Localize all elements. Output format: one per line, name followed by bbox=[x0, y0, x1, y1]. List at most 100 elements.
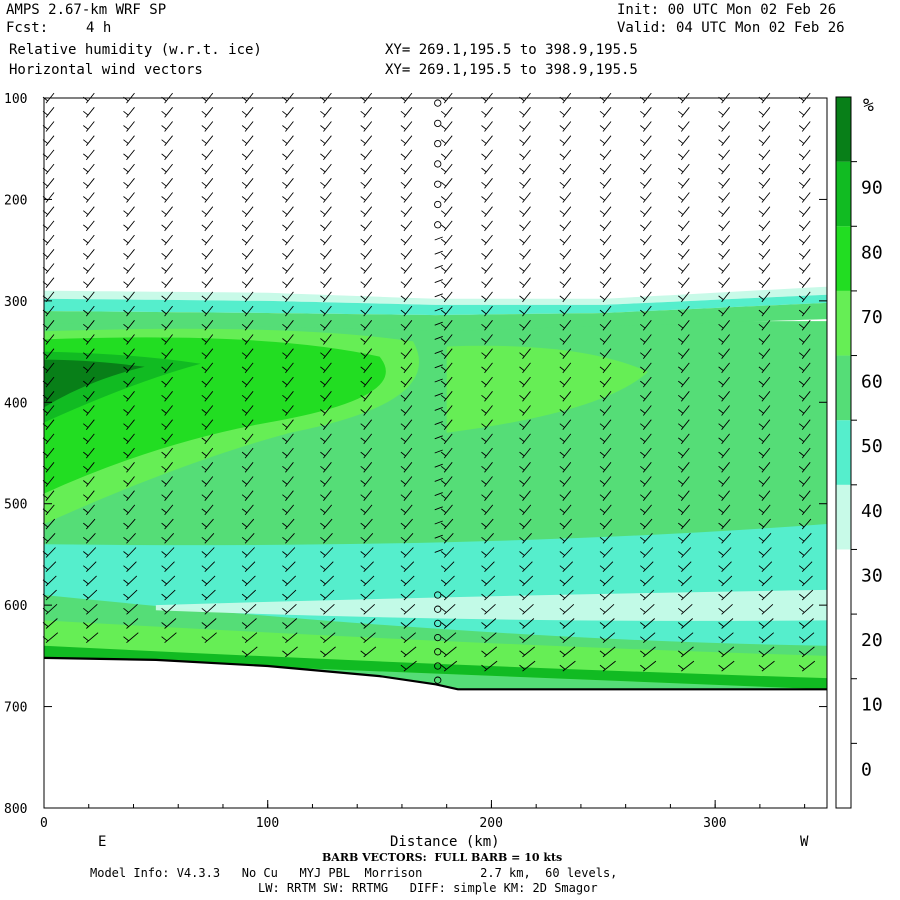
wind-barb bbox=[201, 433, 214, 445]
wind-barb bbox=[481, 476, 493, 487]
wind-barb bbox=[320, 589, 335, 601]
light-wind-barb bbox=[434, 392, 443, 397]
x-end-label-right: W bbox=[800, 834, 809, 850]
wind-barb bbox=[360, 107, 373, 118]
wind-barb bbox=[83, 192, 95, 203]
wind-barb bbox=[83, 490, 95, 501]
wind-barb bbox=[360, 462, 373, 473]
wind-barb bbox=[519, 433, 531, 445]
wind-barb bbox=[599, 518, 613, 530]
wind-barb bbox=[282, 419, 294, 430]
wind-barb bbox=[83, 334, 95, 345]
wind-barb bbox=[599, 220, 612, 232]
calm-wind-marker bbox=[434, 648, 442, 656]
colorbar-level-label: 90 bbox=[861, 178, 883, 199]
colorbar-level-label: 60 bbox=[861, 372, 883, 393]
wind-barb bbox=[83, 575, 97, 587]
wind-barb bbox=[640, 561, 654, 573]
wind-barb bbox=[678, 561, 692, 573]
wind-barb bbox=[640, 320, 652, 331]
wind-barb bbox=[678, 419, 690, 430]
wind-barb bbox=[718, 618, 734, 629]
wind-barb bbox=[798, 220, 811, 232]
wind-barb bbox=[640, 589, 655, 601]
wind-barb bbox=[758, 206, 771, 217]
wind-barb bbox=[718, 121, 730, 132]
wind-barb bbox=[640, 575, 654, 587]
wind-barb bbox=[758, 249, 771, 260]
wind-barb bbox=[400, 320, 413, 331]
terrain-surface-line bbox=[43, 656, 827, 691]
wind-barb bbox=[282, 263, 294, 274]
wind-barb bbox=[360, 135, 373, 146]
light-wind-barb bbox=[434, 335, 443, 340]
wind-barb bbox=[599, 575, 614, 587]
wind-barb bbox=[83, 220, 95, 232]
wind-barb bbox=[798, 575, 813, 587]
wind-barb bbox=[400, 107, 413, 118]
wind-barb bbox=[718, 234, 730, 246]
wind-barb bbox=[400, 334, 413, 345]
wind-barb bbox=[718, 589, 733, 601]
wind-barb bbox=[758, 419, 771, 430]
cross-section-xy-2: XY= 269.1,195.5 to 398.9,195.5 bbox=[385, 62, 638, 78]
wind-barb bbox=[320, 192, 332, 203]
wind-barb bbox=[440, 547, 455, 558]
wind-barb bbox=[440, 149, 453, 161]
wind-barb bbox=[599, 362, 612, 374]
light-wind-barb bbox=[434, 548, 443, 553]
wind-barb bbox=[481, 532, 494, 544]
wind-barb bbox=[440, 405, 453, 416]
wind-barb bbox=[758, 433, 771, 445]
wind-barb bbox=[440, 419, 453, 430]
wind-barb bbox=[481, 376, 493, 388]
wind-barb bbox=[161, 334, 173, 345]
wind-barb bbox=[320, 135, 332, 146]
wind-barb bbox=[123, 504, 136, 516]
colorbar-level-label: 70 bbox=[861, 307, 883, 328]
wind-barb bbox=[798, 433, 811, 445]
wind-barb bbox=[282, 135, 294, 146]
wind-barb bbox=[559, 291, 572, 303]
wind-barb bbox=[161, 107, 173, 118]
wind-barb bbox=[758, 121, 771, 132]
wind-barb bbox=[241, 589, 257, 601]
wind-barb bbox=[678, 518, 691, 530]
wind-barb bbox=[123, 107, 135, 118]
wind-barb bbox=[678, 405, 690, 416]
rh-band-30-40 bbox=[44, 286, 827, 305]
wind-barb bbox=[798, 192, 811, 203]
wind-barb bbox=[599, 603, 615, 615]
x-axis-label: Distance (km) bbox=[390, 834, 500, 850]
wind-barb bbox=[161, 490, 173, 501]
wind-barb bbox=[758, 447, 771, 459]
wind-barb bbox=[400, 405, 413, 416]
y-tick-label: 700 bbox=[4, 701, 27, 716]
wind-barb bbox=[123, 263, 135, 274]
wind-barb bbox=[758, 135, 771, 146]
wind-barb bbox=[201, 589, 216, 601]
wind-barb bbox=[440, 249, 453, 260]
wind-barb bbox=[42, 163, 55, 175]
wind-barb bbox=[440, 192, 453, 203]
wind-barb bbox=[282, 462, 294, 473]
wind-barb bbox=[201, 220, 214, 232]
wind-barb bbox=[123, 135, 135, 146]
wind-barb bbox=[798, 149, 811, 161]
wind-barb bbox=[481, 334, 493, 345]
light-wind-barb bbox=[434, 435, 443, 440]
wind-barb bbox=[559, 462, 572, 473]
wind-barb bbox=[758, 348, 771, 359]
wind-barb bbox=[83, 135, 95, 146]
wind-barb bbox=[400, 391, 413, 402]
light-wind-barb bbox=[434, 520, 443, 525]
wind-barb bbox=[640, 178, 652, 189]
wind-barb bbox=[360, 632, 376, 644]
wind-barb bbox=[400, 419, 413, 430]
wind-barb bbox=[640, 305, 652, 317]
wind-barb bbox=[83, 376, 95, 388]
wind-barb bbox=[161, 589, 176, 601]
wind-barb bbox=[282, 632, 298, 644]
wind-barb bbox=[678, 263, 690, 274]
wind-barb bbox=[599, 632, 616, 644]
